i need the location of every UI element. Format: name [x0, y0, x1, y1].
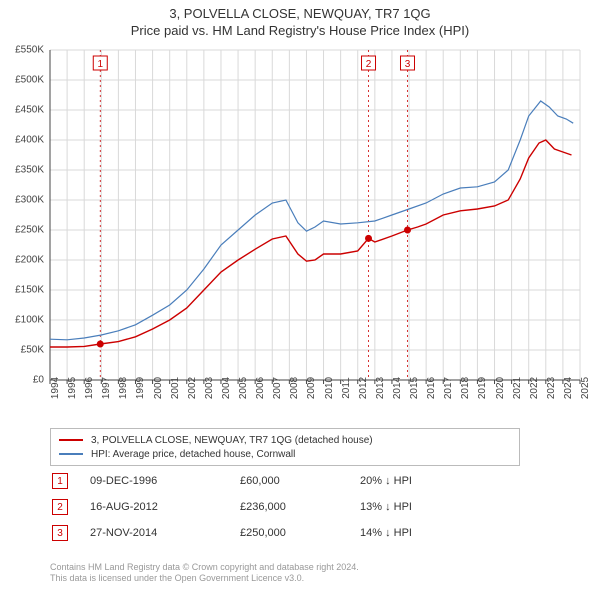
y-tick-label: £0: [33, 375, 44, 386]
x-tick-label: 2015: [409, 377, 420, 399]
x-tick-label: 2019: [477, 377, 488, 399]
sale-diff: 20% ↓ HPI: [360, 475, 480, 487]
sale-price: £236,000: [240, 501, 360, 513]
y-tick-label: £400K: [15, 135, 44, 146]
sale-marker-icon: 2: [52, 499, 68, 515]
x-tick-label: 2006: [255, 377, 266, 399]
x-tick-label: 2011: [341, 377, 352, 399]
x-tick-label: 2022: [529, 377, 540, 399]
sale-marker-icon: 1: [52, 473, 68, 489]
y-tick-label: £500K: [15, 75, 44, 86]
legend-swatch-hpi: [59, 453, 83, 455]
legend-label-hpi: HPI: Average price, detached house, Corn…: [91, 449, 295, 460]
y-tick-label: £200K: [15, 255, 44, 266]
x-tick-label: 1995: [67, 377, 78, 399]
x-tick-label: 2021: [512, 377, 523, 399]
y-tick-label: £50K: [21, 345, 44, 356]
y-tick-label: £150K: [15, 285, 44, 296]
sale-price: £60,000: [240, 475, 360, 487]
footer: Contains HM Land Registry data © Crown c…: [50, 562, 570, 585]
svg-text:2: 2: [366, 59, 372, 70]
x-tick-label: 2008: [289, 377, 300, 399]
footer-line2: This data is licensed under the Open Gov…: [50, 573, 570, 584]
title-block: 3, POLVELLA CLOSE, NEWQUAY, TR7 1QG Pric…: [0, 0, 600, 38]
x-tick-label: 1996: [84, 377, 95, 399]
x-tick-label: 2013: [375, 377, 386, 399]
x-tick-label: 2024: [563, 377, 574, 399]
legend-row-price-paid: 3, POLVELLA CLOSE, NEWQUAY, TR7 1QG (det…: [59, 433, 511, 447]
legend: 3, POLVELLA CLOSE, NEWQUAY, TR7 1QG (det…: [50, 428, 520, 466]
sale-diff: 13% ↓ HPI: [360, 501, 480, 513]
x-tick-label: 2010: [324, 377, 335, 399]
y-axis-labels: £0£50K£100K£150K£200K£250K£300K£350K£400…: [0, 50, 48, 380]
sale-row: 2 16-AUG-2012 £236,000 13% ↓ HPI: [50, 494, 550, 520]
sale-row: 1 09-DEC-1996 £60,000 20% ↓ HPI: [50, 468, 550, 494]
x-tick-label: 2005: [238, 377, 249, 399]
y-tick-label: £350K: [15, 165, 44, 176]
footer-line1: Contains HM Land Registry data © Crown c…: [50, 562, 570, 573]
x-tick-label: 1998: [118, 377, 129, 399]
x-axis-labels: 1994199519961997199819992000200120022003…: [50, 382, 580, 427]
sale-row: 3 27-NOV-2014 £250,000 14% ↓ HPI: [50, 520, 550, 546]
x-tick-label: 2017: [443, 377, 454, 399]
x-tick-label: 2003: [204, 377, 215, 399]
plot-area: 1 2 3: [50, 50, 580, 380]
x-tick-label: 2016: [426, 377, 437, 399]
x-tick-label: 2020: [495, 377, 506, 399]
x-tick-label: 2001: [170, 377, 181, 399]
y-tick-label: £250K: [15, 225, 44, 236]
x-tick-label: 2018: [460, 377, 471, 399]
x-tick-label: 1999: [135, 377, 146, 399]
x-tick-label: 2004: [221, 377, 232, 399]
sale-price: £250,000: [240, 527, 360, 539]
y-tick-label: £450K: [15, 105, 44, 116]
x-tick-label: 2007: [272, 377, 283, 399]
x-tick-label: 2014: [392, 377, 403, 399]
y-tick-label: £550K: [15, 45, 44, 56]
title-subtitle: Price paid vs. HM Land Registry's House …: [0, 23, 600, 38]
x-tick-label: 2012: [358, 377, 369, 399]
x-tick-label: 2025: [580, 377, 591, 399]
svg-text:1: 1: [97, 59, 103, 70]
sales-table: 1 09-DEC-1996 £60,000 20% ↓ HPI 2 16-AUG…: [50, 468, 550, 546]
x-tick-label: 2002: [187, 377, 198, 399]
chart-container: 3, POLVELLA CLOSE, NEWQUAY, TR7 1QG Pric…: [0, 0, 600, 590]
title-address: 3, POLVELLA CLOSE, NEWQUAY, TR7 1QG: [0, 6, 600, 21]
legend-row-hpi: HPI: Average price, detached house, Corn…: [59, 447, 511, 461]
x-tick-label: 1994: [50, 377, 61, 399]
sale-diff: 14% ↓ HPI: [360, 527, 480, 539]
sale-marker-icon: 3: [52, 525, 68, 541]
plot-svg: 1 2 3: [50, 50, 580, 380]
y-tick-label: £100K: [15, 315, 44, 326]
legend-swatch-price-paid: [59, 439, 83, 441]
sale-date: 09-DEC-1996: [90, 475, 240, 487]
x-tick-label: 2023: [546, 377, 557, 399]
x-tick-label: 2000: [153, 377, 164, 399]
legend-label-price-paid: 3, POLVELLA CLOSE, NEWQUAY, TR7 1QG (det…: [91, 435, 373, 446]
y-tick-label: £300K: [15, 195, 44, 206]
x-tick-label: 1997: [101, 377, 112, 399]
x-tick-label: 2009: [306, 377, 317, 399]
svg-text:3: 3: [405, 59, 411, 70]
sale-date: 27-NOV-2014: [90, 527, 240, 539]
sale-date: 16-AUG-2012: [90, 501, 240, 513]
